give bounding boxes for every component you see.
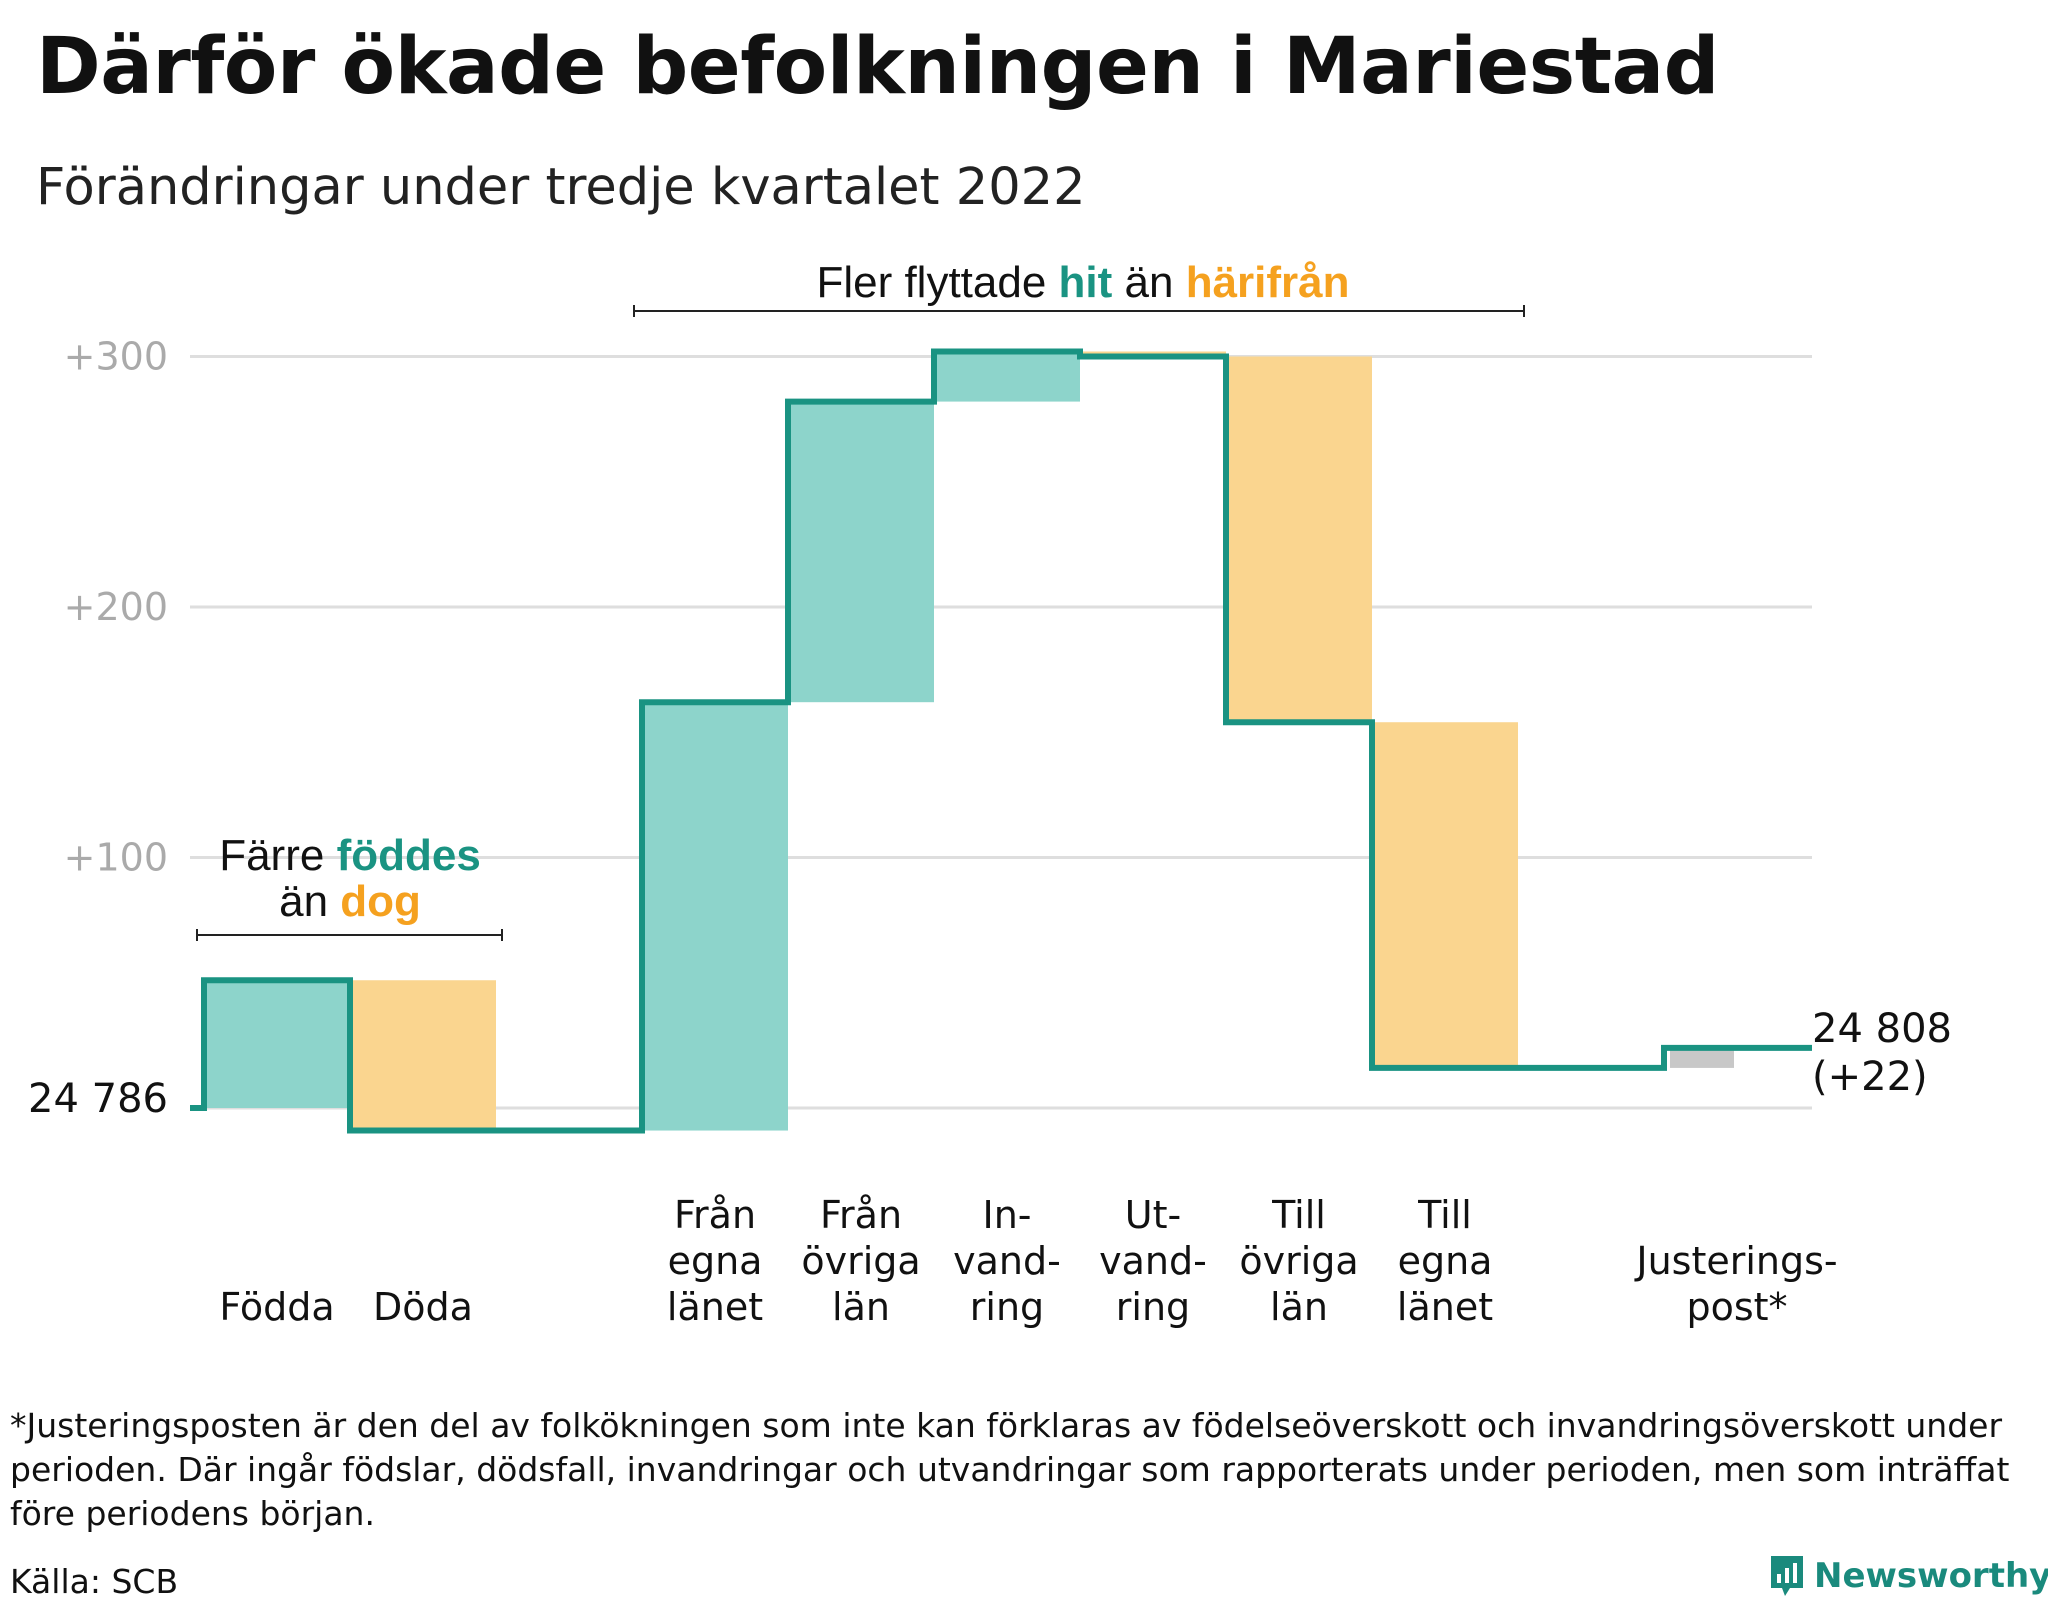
x-axis-label: län xyxy=(832,1285,890,1329)
waterfall-bar xyxy=(1226,356,1372,723)
births-annotation: Färre föddes än dog xyxy=(196,831,503,941)
x-axis-label: vand- xyxy=(953,1239,1061,1283)
start-value-label: 24 786 xyxy=(28,1076,168,1122)
x-axis-label: In- xyxy=(982,1193,1031,1237)
x-axis-label: Från xyxy=(820,1193,902,1237)
waterfall-bar xyxy=(1372,722,1518,1068)
x-axis-label: Justerings- xyxy=(1634,1239,1837,1283)
x-axis-label: egna xyxy=(668,1239,763,1283)
x-axis-label: vand- xyxy=(1099,1239,1207,1283)
waterfall-bar xyxy=(350,980,496,1131)
births-annotation-line2: än dog xyxy=(279,877,421,926)
x-axis-label: post* xyxy=(1686,1285,1787,1329)
births-bracket xyxy=(196,929,503,941)
waterfall-bar xyxy=(788,401,934,703)
newsworthy-logo-icon xyxy=(1771,1556,1803,1596)
waterfall-bar xyxy=(934,351,1080,402)
x-axis-label: Födda xyxy=(219,1285,334,1329)
chart-title: Därför ökade befolkningen i Mariestad xyxy=(36,22,1720,112)
cumulative-step-line xyxy=(190,348,1812,1134)
x-axis-label: Till xyxy=(1271,1193,1326,1237)
end-change-label: (+22) xyxy=(1812,1054,1928,1100)
end-value-label: 24 808 xyxy=(1812,1006,1952,1052)
migration-annotation-text: Fler flyttade hit än härifrån xyxy=(816,258,1349,307)
migration-bracket xyxy=(633,305,1525,317)
y-tick-label: +100 xyxy=(64,836,168,880)
x-axis-label: län xyxy=(1270,1285,1328,1329)
brand-logo: Newsworthy xyxy=(1768,1554,2048,1598)
waterfall-chart: +100+200+300 Födda DödaFrånegnalänetFrånö… xyxy=(28,258,1952,1329)
x-axis-label: övriga xyxy=(1239,1239,1358,1283)
brand-name: Newsworthy xyxy=(1814,1556,2048,1596)
x-axis-label: Döda xyxy=(373,1285,473,1329)
bars xyxy=(204,351,1734,1131)
migration-annotation: Fler flyttade hit än härifrån xyxy=(633,258,1525,317)
waterfall-bar xyxy=(642,702,788,1131)
x-axis-label: övriga xyxy=(801,1239,920,1283)
x-axis-label: Ut- xyxy=(1125,1193,1181,1237)
waterfall-bar xyxy=(1670,1047,1734,1068)
x-axis-label: egna xyxy=(1398,1239,1493,1283)
x-axis-label: länet xyxy=(1397,1285,1493,1329)
x-axis-label: Från xyxy=(674,1193,756,1237)
x-axis-label: ring xyxy=(970,1285,1044,1329)
y-tick-label: +200 xyxy=(64,585,168,629)
x-axis-label: Till xyxy=(1417,1193,1472,1237)
x-axis-label: ring xyxy=(1116,1285,1190,1329)
source-label: Källa: SCB xyxy=(10,1562,179,1601)
waterfall-bar xyxy=(204,980,350,1108)
x-axis-label: länet xyxy=(667,1285,763,1329)
y-tick-label: +300 xyxy=(64,335,168,379)
y-axis-ticks: +100 +200 +300 xyxy=(64,335,168,880)
footnote: *Justeringsposten är den del av folkökni… xyxy=(10,1406,2010,1533)
births-annotation-line1: Färre föddes xyxy=(219,831,481,880)
chart-subtitle: Förändringar under tredje kvartalet 2022 xyxy=(36,158,1086,217)
x-axis-labels: Födda DödaFrånegnalänetFrånövrigalänIn-va… xyxy=(219,1193,1837,1329)
